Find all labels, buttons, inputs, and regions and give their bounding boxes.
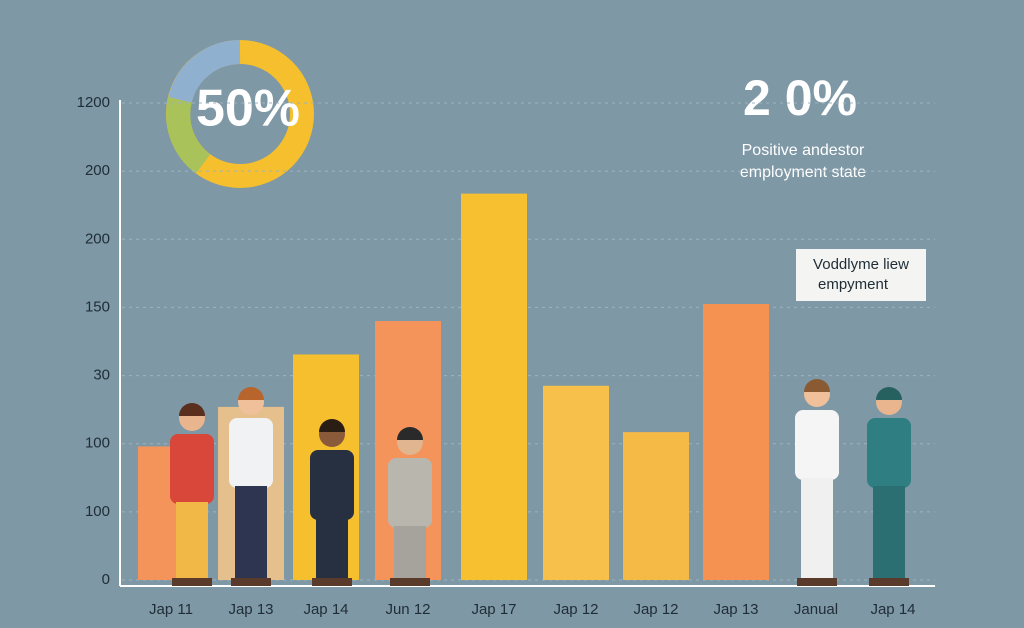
person-shoes [231,578,271,586]
bar [703,304,769,580]
person-legs [394,526,426,580]
y-tick-label: 30 [93,367,110,384]
note-box [796,249,926,301]
y-tick-label: 200 [85,162,110,179]
person-hair [179,403,205,416]
person-torso [229,418,273,488]
x-tick-label: Jap 13 [713,601,758,618]
person-legs [176,502,208,580]
y-tick-label: 1200 [77,94,110,111]
person-shoes [312,578,352,586]
person-torso [310,450,354,520]
person-torso [388,458,432,528]
person-legs [235,486,267,580]
y-tick-label: 150 [85,298,110,315]
note-text: Voddlyme liew [813,256,909,273]
person-shoes [390,578,430,586]
note-text: empyment [818,276,889,293]
person [867,387,911,586]
person-hair [319,419,345,432]
person [229,387,273,586]
person [310,419,354,586]
bar [543,385,609,580]
x-tick-label: Jap 14 [870,601,915,618]
x-tick-label: Jap 13 [228,601,273,618]
donut-segment [168,40,241,104]
person [170,403,214,586]
x-tick-label: Jap 17 [471,601,516,618]
x-tick-label: Jap 12 [553,601,598,618]
donut-segment [166,97,211,174]
y-tick-label: 100 [85,503,110,520]
person-legs [801,478,833,580]
person-shoes [172,578,212,586]
person-hair [804,379,830,392]
x-tick-label: Jap 12 [633,601,678,618]
person-hair [238,387,264,400]
x-tick-label: Jun 12 [385,601,430,618]
x-tick-label: Jap 14 [303,601,348,618]
bar [623,432,689,580]
person-shoes [869,578,909,586]
person-torso [170,434,214,504]
x-tick-label: Jap 11 [149,601,193,618]
donut [166,40,314,188]
y-tick-label: 100 [85,435,110,452]
donut-label: 50% [196,80,300,138]
person-legs [316,518,348,580]
person-torso [867,418,911,488]
person-shoes [797,578,837,586]
bar [461,193,527,580]
person [795,379,839,586]
caption: Positive andestor [742,142,865,159]
person-hair [397,427,423,440]
y-tick-label: 200 [85,230,110,247]
person-torso [795,410,839,480]
y-tick-label: 0 [102,571,110,588]
x-tick-label: Janual [794,601,838,618]
person [388,427,432,586]
person-hair [876,387,902,400]
caption: employment state [740,164,866,181]
person-legs [873,486,905,580]
big-percent: 2 0% [743,70,857,126]
